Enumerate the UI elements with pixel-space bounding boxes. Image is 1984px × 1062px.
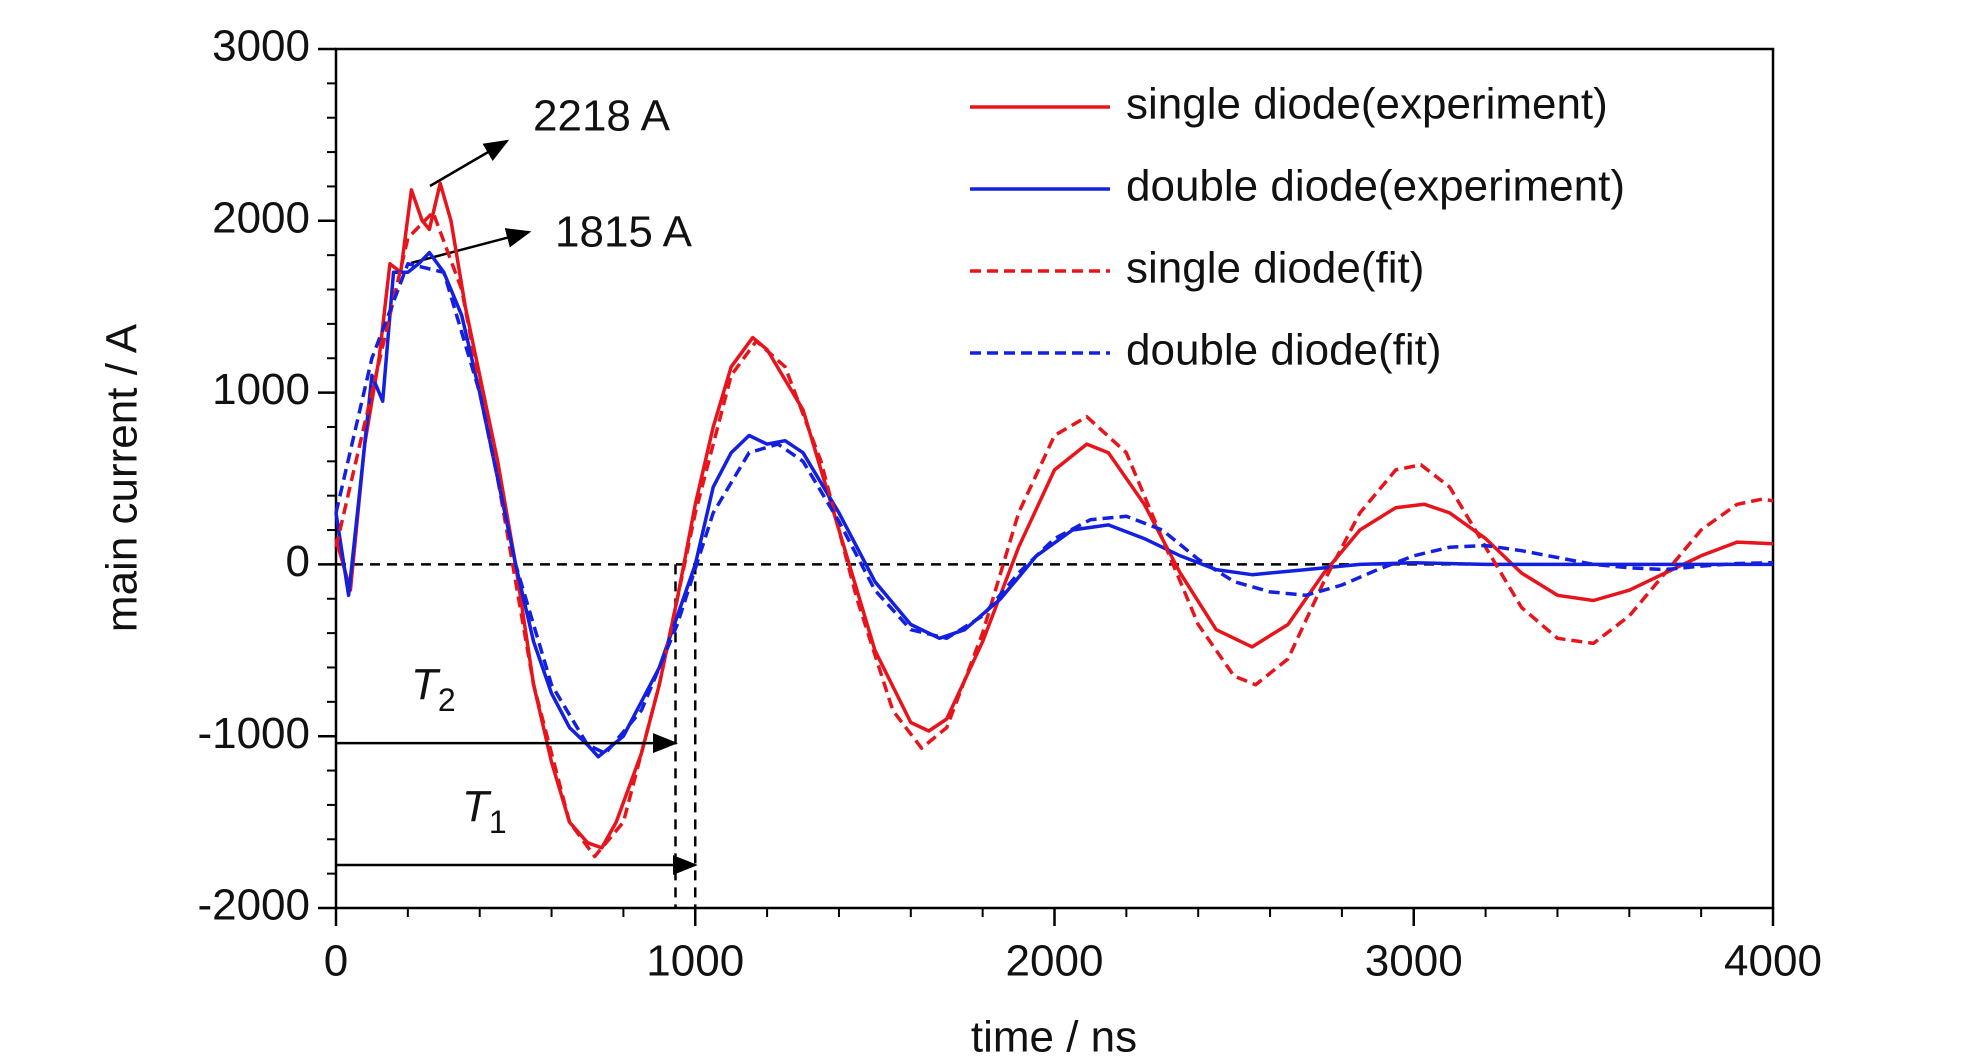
legend-label: single diode(fit): [1126, 244, 1424, 293]
y-axis-title: main current / A: [98, 323, 147, 632]
y-tick-label: 3000: [212, 22, 310, 71]
y-tick-label: -2000: [197, 881, 310, 930]
annotation: T1: [462, 782, 507, 841]
y-tick-label: 0: [286, 537, 310, 586]
x-axis-title: time / ns: [971, 1013, 1137, 1062]
plot-area: [334, 181, 1774, 908]
legend-label: double diode(fit): [1126, 326, 1442, 375]
x-tick-label: 3000: [1365, 937, 1463, 986]
annotation-text: T: [462, 782, 492, 831]
data-line: [334, 210, 1774, 859]
data-line: [334, 262, 1774, 756]
annotation: 1815 A: [555, 208, 693, 257]
x-tick-label: 0: [324, 937, 348, 986]
annotation-arrow: [410, 228, 532, 265]
annotation: T2: [411, 660, 456, 719]
annotation-subscript: 2: [438, 683, 456, 719]
x-tick-label: 1000: [646, 937, 744, 986]
data-line: [334, 250, 1773, 759]
x-tick-label: 4000: [1724, 937, 1822, 986]
annotation: 2218 A: [533, 92, 671, 141]
y-tick-label: 2000: [212, 193, 310, 242]
y-tick-label: -1000: [197, 709, 310, 758]
annotation-arrow: [429, 139, 510, 188]
y-tick-label: 1000: [212, 365, 310, 414]
legend-label: single diode(experiment): [1126, 80, 1608, 129]
annotation-subscript: 1: [489, 805, 507, 841]
legend-label: double diode(experiment): [1126, 162, 1625, 211]
annotation-text: T: [411, 660, 441, 709]
x-tick-label: 2000: [1006, 937, 1104, 986]
